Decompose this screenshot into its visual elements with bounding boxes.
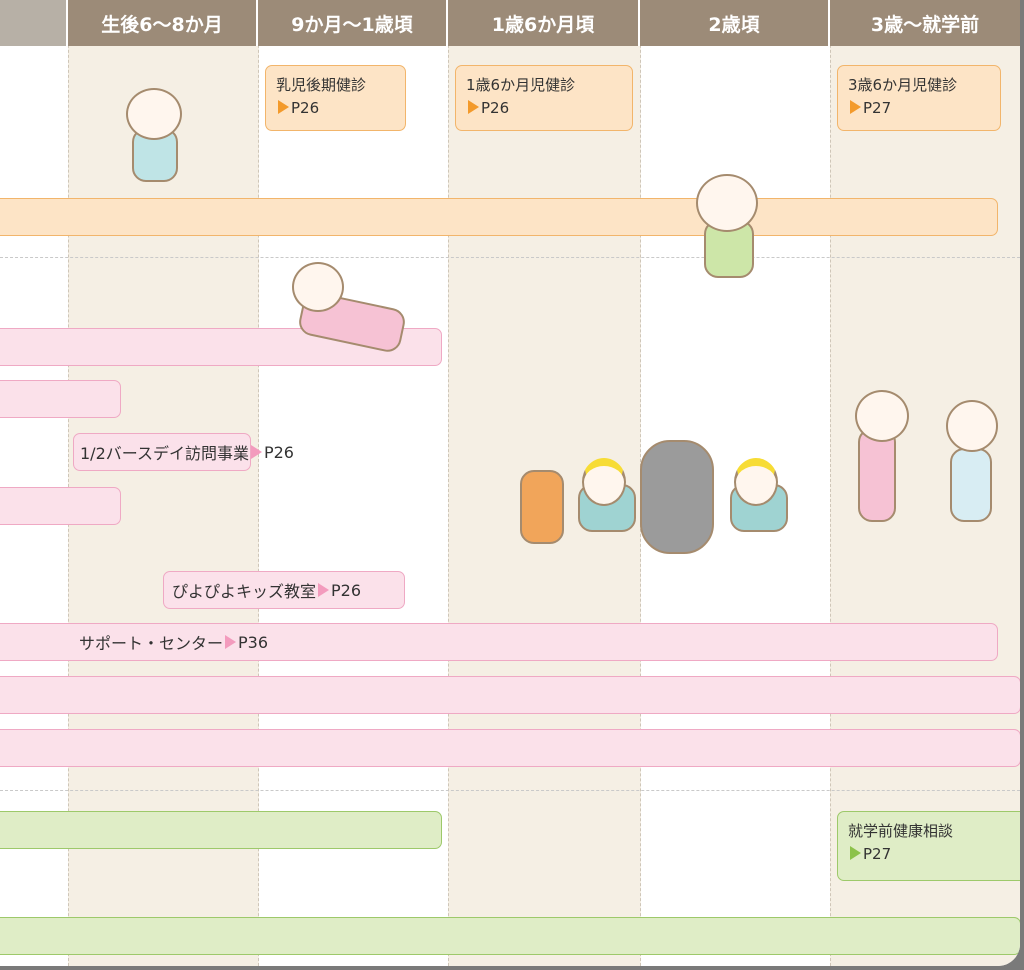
header-cell: 9か月～1歳頃	[258, 0, 448, 46]
arrow	[468, 100, 479, 114]
label: 就学前健康相談	[848, 822, 954, 840]
program: ぴよぴよキッズ教室 P26	[163, 571, 405, 609]
page-ref: P36	[238, 632, 269, 652]
header-cell: 生後6～8か月	[68, 0, 258, 46]
page-ref: P26	[481, 99, 510, 117]
arrow	[850, 846, 861, 860]
checkup: 就学前健康相談 P27	[837, 811, 1020, 881]
illustration	[946, 400, 998, 452]
label: 1/2バースデイ訪問事業	[80, 444, 249, 463]
column	[258, 0, 449, 966]
header-cell: 1歳6か月頃	[448, 0, 640, 46]
header-cell	[0, 0, 68, 46]
page-ref: P27	[863, 845, 892, 863]
bar	[0, 676, 1020, 714]
illustration	[858, 428, 896, 522]
illustration	[520, 470, 564, 544]
illustration	[950, 448, 992, 522]
label: サポート・センター	[79, 634, 224, 653]
program: サポート・センター P36	[0, 623, 998, 661]
header-cell: 3歳～就学前	[830, 0, 1020, 46]
illustration	[734, 458, 778, 506]
label: 3歳6か月児健診	[848, 76, 958, 94]
divider	[0, 790, 1020, 791]
label: 1歳6か月児健診	[466, 76, 576, 94]
arrow	[225, 635, 237, 649]
header-cell: 2歳頃	[640, 0, 830, 46]
illustration	[640, 440, 714, 554]
checkup: 3歳6か月児健診 P27	[837, 65, 1001, 131]
bar	[0, 811, 442, 849]
divider	[0, 257, 1020, 258]
page-ref: P26	[263, 442, 294, 462]
bar	[0, 487, 121, 525]
checkup: 乳児後期健診 P26	[265, 65, 406, 131]
page-ref: P26	[291, 99, 320, 117]
page-ref: P26	[331, 580, 362, 600]
checkup: 1歳6か月児健診 P26	[455, 65, 633, 131]
bar	[0, 729, 1020, 767]
illustration	[855, 390, 909, 442]
illustration	[126, 88, 182, 140]
arrow	[278, 100, 289, 114]
illustration	[696, 174, 758, 232]
arrow	[318, 583, 330, 597]
bar	[0, 198, 998, 236]
label: 乳児後期健診	[276, 76, 367, 94]
illustration	[292, 262, 344, 312]
label: ぴよぴよキッズ教室	[172, 582, 317, 601]
program: 1/2バースデイ訪問事業 P26	[73, 433, 294, 471]
arrow	[850, 100, 861, 114]
bar	[0, 917, 1020, 955]
arrow	[250, 445, 262, 459]
illustration	[582, 458, 626, 506]
bar	[0, 380, 121, 418]
page-ref: P27	[863, 99, 892, 117]
